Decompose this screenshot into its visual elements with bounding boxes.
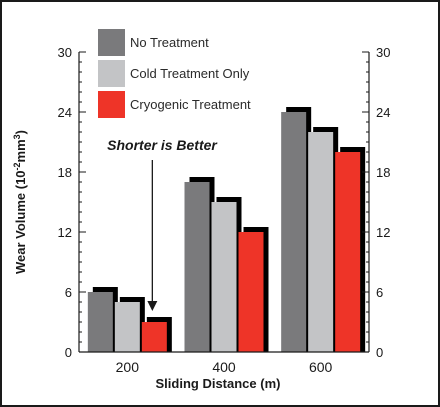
bar-cryogenic-treatment-600: [335, 152, 361, 352]
legend-label-no-treatment: No Treatment: [130, 35, 209, 50]
bar-cryogenic-treatment-200: [141, 322, 167, 352]
bar-cold-treatment-only-200: [114, 302, 140, 352]
y-tick-label-left: 6: [65, 285, 72, 300]
axes-layer: 0 0 6 6 12 12 18 18 24 24 30 30 200 400 600: [58, 45, 391, 375]
bars-layer: [87, 107, 366, 352]
legend-swatch-cryogenic-treatment: [98, 91, 125, 118]
legend-swatch-no-treatment: [98, 29, 125, 56]
y-axis-label: Wear Volume (10-2mm3): [12, 130, 28, 274]
y-tick-label-left: 12: [58, 225, 72, 240]
bar-cryogenic-treatment-400: [238, 232, 264, 352]
y-tick-label-right: 18: [376, 165, 390, 180]
y-tick-label-right: 0: [376, 345, 383, 360]
annotation-arrow-head: [147, 301, 158, 311]
x-tick-label: 600: [309, 359, 333, 375]
legend: No Treatment Cold Treatment Only Cryogenic…: [98, 29, 251, 118]
legend-label-cold-treatment-only: Cold Treatment Only: [130, 66, 250, 81]
bar-no-treatment-200: [87, 292, 113, 352]
y-tick-label-right: 30: [376, 45, 390, 60]
x-tick-label: 200: [116, 359, 140, 375]
y-tick-label-left: 18: [58, 165, 72, 180]
legend-swatch-cold-treatment-only: [98, 60, 125, 87]
y-tick-label-right: 12: [376, 225, 390, 240]
bar-no-treatment-400: [184, 182, 210, 352]
y-tick-label-left: 30: [58, 45, 72, 60]
y-tick-label-left: 0: [65, 345, 72, 360]
bar-cold-treatment-only-600: [308, 132, 334, 352]
annotation-text: Shorter is Better: [107, 137, 218, 153]
bar-cold-treatment-only-400: [211, 202, 237, 352]
x-axis-label: Sliding Distance (m): [156, 376, 281, 391]
y-tick-label-left: 24: [58, 105, 72, 120]
y-tick-label-right: 6: [376, 285, 383, 300]
bar-no-treatment-600: [281, 112, 307, 352]
x-tick-label: 400: [212, 359, 236, 375]
annotation-layer: Shorter is Better: [107, 137, 218, 311]
legend-label-cryogenic-treatment: Cryogenic Treatment: [130, 97, 251, 112]
y-tick-label-right: 24: [376, 105, 390, 120]
